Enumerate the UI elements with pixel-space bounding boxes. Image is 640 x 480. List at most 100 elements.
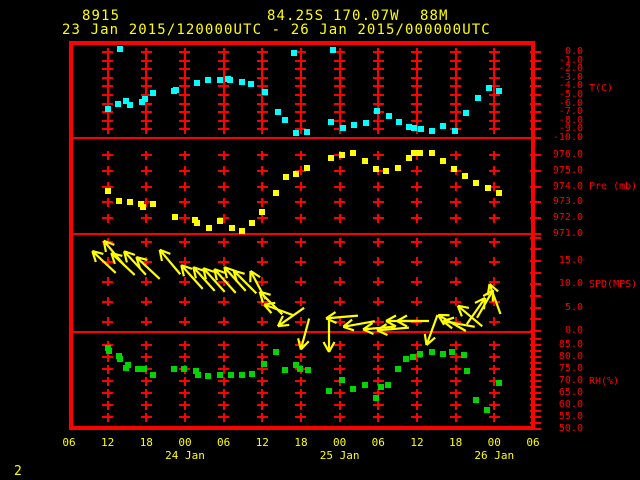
- grid-plus: [411, 56, 423, 66]
- hour-label: 00: [333, 436, 347, 449]
- axis-edge-tick: [530, 111, 541, 114]
- relative_humidity-dot: [104, 344, 111, 351]
- y-tick-label: 15.0: [558, 254, 583, 266]
- panel-label-temperature: T(C): [589, 83, 614, 94]
- y-tick-label: -6.0: [558, 97, 583, 109]
- relative_humidity-dot: [483, 407, 490, 414]
- grid-plus: [488, 213, 500, 223]
- pressure-dot: [217, 218, 224, 225]
- y-tick-label: -7.0: [558, 106, 583, 118]
- grid-plus: [488, 297, 500, 307]
- temperature-dot: [281, 116, 288, 123]
- grid-plus: [334, 297, 346, 307]
- grid-plus: [218, 317, 230, 327]
- grid-plus: [218, 297, 230, 307]
- grid-plus: [488, 277, 500, 287]
- pressure-dot: [484, 185, 491, 192]
- grid-plus: [372, 56, 384, 66]
- grid-plus: [450, 297, 462, 307]
- grid-plus: [140, 56, 152, 66]
- grid-plus: [450, 388, 462, 398]
- pressure-dot: [191, 216, 198, 223]
- axis-edge-tick: [530, 102, 541, 105]
- grid-plus: [256, 124, 268, 134]
- temperature-dot: [142, 96, 149, 103]
- axis-edge-tick: [530, 294, 541, 297]
- grid-plus: [372, 340, 384, 350]
- grid-plus: [450, 107, 462, 117]
- axis-edge-tick: [530, 201, 541, 204]
- grid-plus: [488, 352, 500, 362]
- grid-plus: [218, 376, 230, 386]
- grid-plus: [140, 182, 152, 192]
- temperature-dot: [451, 128, 458, 135]
- wind-barb: [143, 236, 197, 290]
- grid-plus: [102, 99, 114, 109]
- grid-plus: [372, 182, 384, 192]
- pressure-dot: [338, 152, 345, 158]
- y-tick-label: 5.0: [564, 301, 583, 313]
- grid-plus: [334, 166, 346, 176]
- relative_humidity-dot: [205, 372, 212, 379]
- grid-plus: [140, 90, 152, 100]
- grid-plus: [334, 56, 346, 66]
- temperature-dot: [395, 118, 402, 125]
- grid-plus: [295, 99, 307, 109]
- grid-plus: [102, 64, 114, 74]
- hour-label: 12: [410, 436, 424, 449]
- grid-plus: [372, 116, 384, 126]
- grid-plus: [140, 166, 152, 176]
- grid-plus: [295, 412, 307, 422]
- pressure-dot: [116, 197, 123, 204]
- grid-plus: [372, 197, 384, 207]
- temperature-dot: [247, 80, 254, 87]
- grid-plus: [140, 317, 152, 327]
- axis-edge-tick: [530, 51, 541, 53]
- axis-edge-tick: [530, 422, 541, 424]
- grid-plus: [411, 64, 423, 74]
- hour-label: 00: [178, 436, 192, 449]
- grid-plus: [488, 412, 500, 422]
- y-tick-label: 60.0: [558, 399, 583, 410]
- grid-plus: [140, 81, 152, 91]
- pressure-dot: [473, 180, 480, 187]
- temperature-dot: [194, 79, 201, 86]
- panel-label-relative_humidity: RH(%): [589, 376, 620, 387]
- grid-plus: [218, 73, 230, 83]
- y-tick-label: -10.0: [552, 132, 583, 143]
- grid-plus: [411, 297, 423, 307]
- grid-plus: [256, 90, 268, 100]
- grid-plus: [295, 81, 307, 91]
- grid-plus: [102, 116, 114, 126]
- grid-plus: [140, 352, 152, 362]
- grid-plus: [218, 124, 230, 134]
- grid-plus: [218, 277, 230, 287]
- wind-barb: [437, 302, 481, 346]
- relative_humidity-dot: [373, 395, 380, 402]
- relative_humidity-dot: [410, 354, 417, 360]
- grid-plus: [179, 317, 191, 327]
- relative_humidity-dot: [134, 366, 141, 373]
- wind-barb: [218, 256, 272, 310]
- grid-plus: [179, 340, 191, 350]
- temperature-dot: [138, 98, 145, 105]
- grid-plus: [256, 64, 268, 74]
- grid-plus: [450, 47, 462, 57]
- grid-plus: [450, 277, 462, 287]
- grid-plus: [411, 388, 423, 398]
- relative_humidity-dot: [394, 366, 401, 373]
- grid-plus: [295, 388, 307, 398]
- grid-plus: [256, 47, 268, 57]
- grid-plus: [334, 317, 346, 327]
- y-tick-label: 10.0: [558, 278, 583, 290]
- grid-plus: [256, 277, 268, 287]
- grid-plus: [450, 213, 462, 223]
- grid-plus: [140, 124, 152, 134]
- grid-plus: [179, 150, 191, 160]
- grid-plus: [218, 166, 230, 176]
- pressure-dot: [406, 155, 413, 162]
- relative_humidity-dot: [249, 370, 255, 377]
- grid-plus: [295, 166, 307, 176]
- grid-plus: [179, 257, 191, 267]
- grid-plus: [179, 213, 191, 223]
